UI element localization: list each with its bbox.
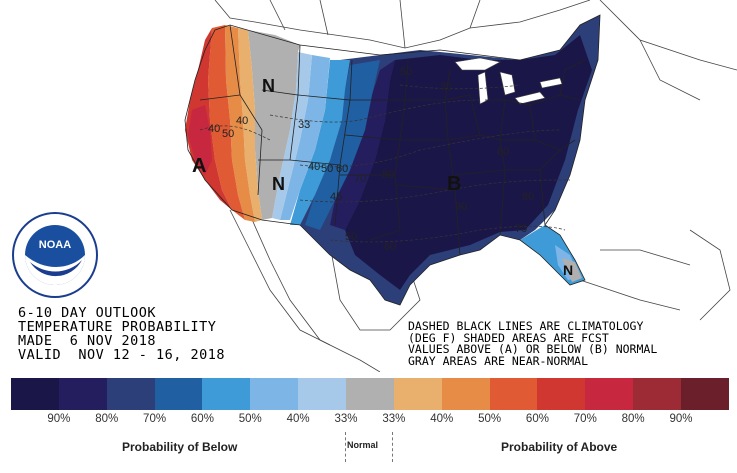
above-40-band [225, 25, 255, 222]
legend-tick-labels: 90% 80% 70% 60% 50% 40% 33% 33% 40% 50% 60% 70% 80% 9… [11, 413, 705, 425]
below-80-band [330, 60, 395, 230]
legend-swatch [154, 378, 203, 410]
contour-label: 90 [455, 201, 467, 213]
legend-tick-label: 80% [621, 413, 645, 425]
outlook-title: 6-10 DAY OUTLOOK TEMPERATURE PROBABILITY… [18, 306, 225, 362]
legend-tick-label: 40% [286, 413, 310, 425]
contour-label: 70 [515, 223, 527, 235]
legend-swatch [106, 378, 155, 410]
normal-region [248, 30, 300, 220]
contour-label: 50 [345, 231, 357, 243]
contour-label: 50 [321, 163, 333, 175]
legend-tick-label: 80% [95, 413, 119, 425]
above-33-band [238, 28, 262, 222]
legend-tick-label: 50% [478, 413, 502, 425]
contour-label: 35 [440, 81, 452, 93]
legend-swatch [250, 378, 299, 410]
legend-tick-label: 33% [334, 413, 358, 425]
legend-swatch [346, 378, 394, 410]
below-label: B [447, 173, 461, 195]
normal-group-label: Normal [347, 440, 379, 450]
florida-normal [562, 258, 582, 282]
contour-label: 60 [497, 146, 509, 158]
legend-swatch [202, 378, 251, 410]
legend-swatch [393, 378, 442, 410]
note-line-4: GRAY AREAS ARE NEAR-NORMAL [408, 353, 589, 368]
below-60-band [305, 60, 380, 230]
contour-label: 33 [298, 119, 310, 131]
note-line-2: (DEG F) SHADED AREAS ARE FCST [408, 330, 609, 345]
legend-tick-label: 90% [669, 413, 693, 425]
contour-label: 45 [330, 191, 342, 203]
legend-color-bar [11, 378, 729, 410]
legend-tick-label: 40% [430, 413, 454, 425]
normal-label-florida: N [563, 262, 573, 278]
below-40-band [280, 55, 330, 220]
below-33-band [272, 52, 312, 220]
legend-swatch [298, 378, 347, 410]
above-label: A [192, 155, 206, 177]
svg-text:NOAA: NOAA [39, 239, 71, 251]
legend-tick-label: 50% [238, 413, 262, 425]
outlook-line-2: TEMPERATURE PROBABILITY [18, 319, 217, 335]
legend-tick-label: 33% [382, 413, 406, 425]
contour-label: 50 [222, 128, 234, 140]
great-lakes [454, 57, 563, 105]
legend-tick-label: 60% [190, 413, 214, 425]
legend-tick-label: 90% [47, 413, 71, 425]
legend-swatch [585, 378, 634, 410]
note-line-1: DASHED BLACK LINES ARE CLIMATOLOGY [408, 319, 644, 333]
legend-swatch [489, 378, 538, 410]
outlook-line-3: MADE 6 NOV 2018 [18, 333, 157, 349]
normal-label-north: N [262, 76, 275, 96]
outlook-line-4: VALID NOV 12 - 16, 2018 [18, 347, 226, 363]
below-50-band [290, 60, 350, 225]
us-temperature-map: 40 50 40 33 40 50 60 70 80 80 45 50 35 6… [12, 0, 737, 372]
contour-label: 40 [236, 115, 248, 127]
legend-tick-label: 70% [573, 413, 597, 425]
below-group-label: Probability of Below [122, 440, 238, 454]
contour-label: 40 [308, 161, 320, 173]
contour-label: 70 [354, 173, 366, 185]
contour-label: 80 [382, 169, 394, 181]
contour-label: 60 [336, 163, 348, 175]
noaa-logo: NOAA [12, 212, 98, 298]
legend-swatch [633, 378, 682, 410]
contour-label: 60 [384, 241, 396, 253]
above-70-core [188, 105, 212, 175]
anomaly-labels: A B N N N [192, 76, 573, 278]
above-group-label: Probability of Above [501, 440, 618, 454]
legend-swatch [441, 378, 490, 410]
legend-swatch [11, 378, 59, 410]
normal-label-south: N [272, 174, 285, 194]
state-lines [184, 14, 601, 306]
map-notes: DASHED BLACK LINES ARE CLIMATOLOGY (DEG … [408, 319, 658, 368]
above-50-band [208, 25, 245, 220]
above-60-band [185, 28, 232, 210]
legend-swatch [537, 378, 586, 410]
country-outlines [214, 0, 737, 372]
contour-label: 50 [400, 66, 412, 78]
legend-tick-label: 70% [143, 413, 167, 425]
climatology-lines [199, 84, 571, 243]
contour-label: 40 [208, 123, 220, 135]
legend-swatch [58, 378, 107, 410]
outlook-line-1: 6-10 DAY OUTLOOK [18, 305, 157, 321]
normal-divider-right [392, 432, 394, 462]
contour-label: 80 [522, 191, 534, 203]
note-line-3: VALUES ABOVE (A) OR BELOW (B) NORMAL [408, 342, 658, 356]
legend-tick-label: 60% [525, 413, 549, 425]
legend-swatch [681, 378, 729, 410]
normal-divider-left [345, 432, 347, 462]
